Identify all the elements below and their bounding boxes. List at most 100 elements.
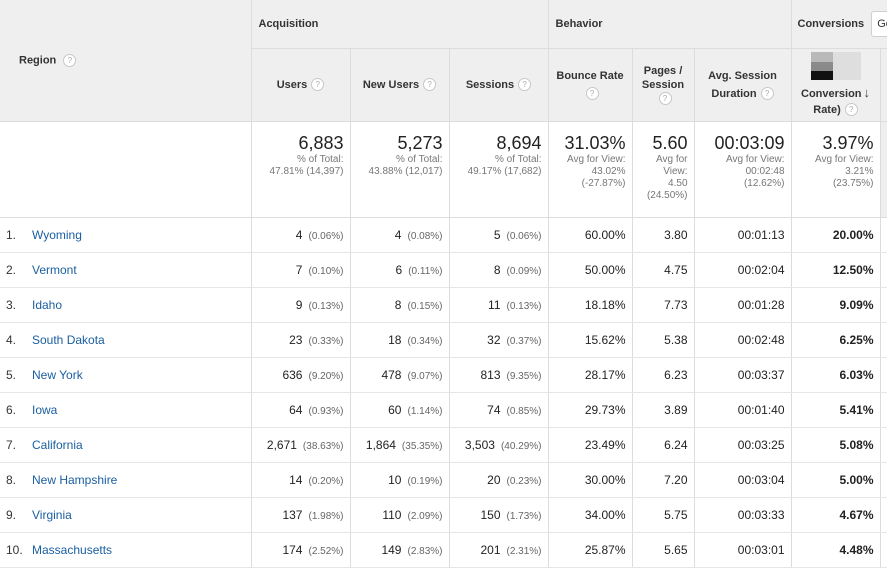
help-icon[interactable]: ? [63, 53, 77, 67]
overflow-cell [879, 532, 887, 568]
pages-session-cell: 4.75 [631, 252, 695, 288]
new-users-cell: 10 (0.19%) [349, 462, 449, 498]
region-link[interactable]: South Dakota [32, 332, 105, 347]
sessions-percent: (0.37%) [506, 335, 542, 347]
overflow-cell [879, 217, 887, 253]
help-icon[interactable]: ? [311, 78, 325, 92]
new-users-cell: 18 (0.34%) [349, 322, 449, 358]
new-users-percent: (2.83%) [407, 545, 443, 557]
totals-avg-duration: 00:03:09 Avg for View: 00:02:48 (12.62%) [693, 120, 792, 218]
sessions-percent: (9.35%) [506, 370, 542, 382]
new-users-value: 478 [381, 367, 402, 382]
region-cell: 8. New Hampshire [0, 462, 251, 498]
sessions-percent: (0.09%) [506, 265, 542, 277]
acquisition-group-header: Acquisition [250, 0, 549, 49]
users-percent: (0.20%) [308, 475, 344, 487]
new-users-cell: 4 (0.08%) [349, 217, 449, 253]
region-cell: 1. Wyoming [0, 217, 251, 253]
sessions-column-header[interactable]: Sessions? [448, 48, 549, 121]
region-cell: 10. Massachusetts [0, 532, 251, 568]
users-cell: 23 (0.33%) [250, 322, 350, 358]
help-icon[interactable]: ? [844, 103, 858, 117]
overflow-cell [879, 252, 887, 288]
users-value: 137 [282, 507, 303, 522]
row-number: 6. [6, 402, 17, 417]
users-percent: (0.06%) [308, 230, 344, 242]
new-users-percent: (0.34%) [407, 335, 443, 347]
region-link[interactable]: Virginia [32, 507, 72, 522]
conversion-rate-cell: 4.67% [790, 497, 881, 533]
sessions-value: 74 [487, 402, 501, 417]
avg-duration-cell: 00:03:25 [693, 427, 792, 463]
overflow-cell [879, 357, 887, 393]
table-header: Region ? Acquisition Behavior Conversion… [0, 0, 887, 122]
users-value: 174 [282, 542, 303, 557]
avg-duration-cell: 00:03:01 [693, 532, 792, 568]
overflow-cell [879, 322, 887, 358]
users-percent: (38.63%) [302, 440, 344, 452]
users-cell: 4 (0.06%) [250, 217, 350, 253]
pages-session-cell: 3.80 [631, 217, 695, 253]
data-rows: 1. Wyoming 4 (0.06%) 4 (0.08%) 5 (0.06%) 60.… [0, 217, 887, 568]
bounce-rate-cell: 29.73% [547, 392, 633, 428]
conversion-rate-cell: 6.25% [790, 322, 881, 358]
new-users-column-header[interactable]: New Users? [349, 48, 449, 121]
conversion-rate-column-header[interactable]: Conversion ↓ Rate)? [790, 48, 881, 121]
sort-descending-icon[interactable]: ↓ [863, 84, 871, 100]
bounce-rate-cell: 18.18% [547, 287, 633, 323]
help-icon[interactable]: ? [518, 78, 532, 92]
totals-conversion-rate: 3.97% Avg for View: 3.21% (23.75%) [790, 120, 881, 218]
region-link[interactable]: California [32, 437, 83, 452]
bounce-rate-cell: 30.00% [547, 462, 633, 498]
region-link[interactable]: New Hampshire [32, 472, 118, 487]
region-column-header[interactable]: Region ? [0, 0, 252, 122]
pages-session-cell: 5.75 [631, 497, 695, 533]
overflow-cell [879, 392, 887, 428]
sessions-cell: 813 (9.35%) [448, 357, 549, 393]
new-users-percent: (2.09%) [407, 510, 443, 522]
table-row: 9. Virginia 137 (1.98%) 110 (2.09%) 150 (1.7… [0, 497, 887, 533]
row-number: 8. [6, 472, 17, 487]
pages-session-cell: 3.89 [631, 392, 695, 428]
region-header-label: Region [19, 54, 57, 67]
users-column-header[interactable]: Users? [250, 48, 350, 121]
region-link[interactable]: Idaho [32, 297, 63, 312]
pages-session-column-header[interactable]: Pages / Session ? [631, 48, 695, 121]
help-icon[interactable]: ? [658, 92, 672, 106]
bounce-rate-cell: 50.00% [547, 252, 633, 288]
avg-duration-cell: 00:02:04 [693, 252, 792, 288]
help-icon[interactable]: ? [423, 78, 437, 92]
new-users-value: 60 [388, 402, 402, 417]
sessions-cell: 20 (0.23%) [448, 462, 549, 498]
region-link[interactable]: Vermont [32, 262, 77, 277]
new-users-cell: 6 (0.11%) [349, 252, 449, 288]
region-cell: 2. Vermont [0, 252, 251, 288]
bounce-rate-cell: 15.62% [547, 322, 633, 358]
redacted-block [810, 51, 861, 80]
pages-session-cell: 6.24 [631, 427, 695, 463]
region-link[interactable]: Iowa [32, 402, 58, 417]
row-number: 1. [6, 227, 17, 242]
row-number: 5. [6, 367, 17, 382]
help-icon[interactable]: ? [760, 87, 774, 101]
new-users-percent: (0.15%) [407, 300, 443, 312]
sessions-value: 11 [488, 297, 501, 312]
users-percent: (0.33%) [308, 335, 344, 347]
new-users-percent: (35.35%) [401, 440, 443, 452]
region-link[interactable]: Wyoming [32, 227, 82, 242]
sessions-percent: (0.06%) [506, 230, 542, 242]
overflow-cell [879, 497, 887, 533]
users-value: 4 [295, 227, 303, 242]
region-link[interactable]: Massachusetts [32, 542, 113, 557]
avg-session-duration-column-header[interactable]: Avg. Session Duration? [693, 48, 792, 121]
region-link[interactable]: New York [32, 367, 83, 382]
region-cell: 3. Idaho [0, 287, 251, 323]
users-cell: 137 (1.98%) [250, 497, 350, 533]
bounce-rate-cell: 28.17% [547, 357, 633, 393]
goal-selector-button[interactable]: Go [871, 10, 887, 37]
conversions-group-header: Conversions Go [790, 0, 887, 49]
conversion-rate-cell: 5.08% [790, 427, 881, 463]
table-row: 10. Massachusetts 174 (2.52%) 149 (2.83%) 2… [0, 532, 887, 568]
help-icon[interactable]: ? [585, 87, 599, 101]
bounce-rate-column-header[interactable]: Bounce Rate ? [547, 48, 633, 121]
